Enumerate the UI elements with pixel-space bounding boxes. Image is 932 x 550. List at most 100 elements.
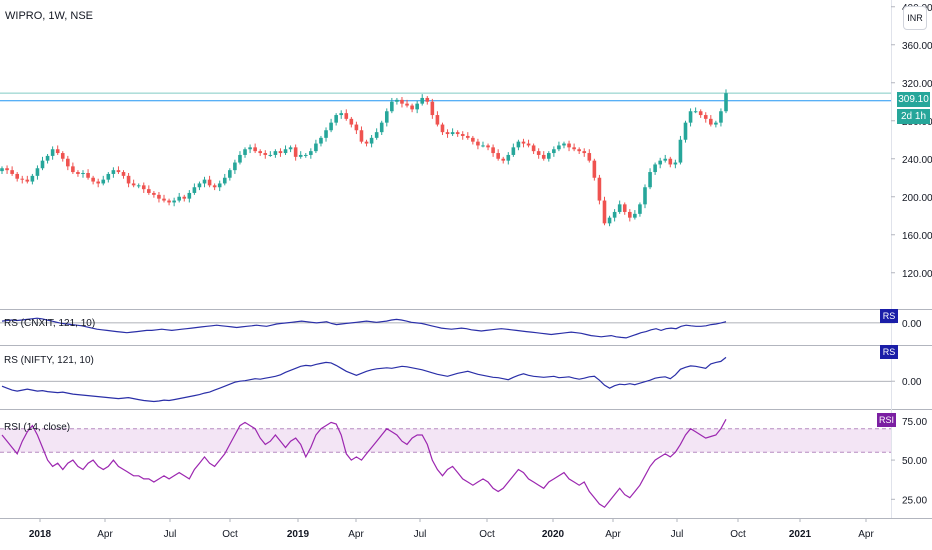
- price-tick-label: 240.00: [902, 155, 932, 166]
- candle-body: [719, 111, 723, 123]
- candle-body: [131, 183, 136, 186]
- candle-body: [329, 122, 333, 131]
- candle-body: [263, 153, 268, 155]
- candle-body: [714, 122, 718, 125]
- candle-body: [167, 200, 171, 203]
- time-tick-label: 2019: [287, 529, 310, 540]
- candle-body: [557, 145, 561, 150]
- candle-body: [217, 183, 222, 188]
- candle-body: [253, 147, 257, 152]
- symbol-title: WIPRO, 1W, NSE: [5, 10, 94, 22]
- candle-body: [506, 154, 511, 161]
- candle-body: [597, 177, 602, 201]
- candle-body: [526, 143, 531, 146]
- candle-body: [45, 155, 50, 161]
- candle-body: [25, 179, 30, 182]
- candle-body: [349, 118, 354, 125]
- candle-body: [293, 147, 298, 157]
- candle-body: [91, 177, 95, 182]
- candle-body: [192, 187, 197, 193]
- rs_cnxit-line: [1, 317, 727, 339]
- time-tick-label: Apr: [858, 529, 874, 540]
- pane-tick-label: 75.00: [902, 417, 927, 428]
- rsi-band: [0, 428, 891, 453]
- candle-body: [501, 158, 506, 161]
- candle-body: [248, 147, 252, 150]
- time-tick-label: Jul: [671, 529, 684, 540]
- candle-body: [101, 179, 106, 184]
- candle-body: [384, 111, 389, 123]
- candle-body: [602, 200, 607, 224]
- candle-body: [233, 162, 237, 171]
- time-tick-label: 2020: [542, 529, 565, 540]
- pane-tick-label: 25.00: [902, 495, 927, 506]
- candle-body: [450, 132, 455, 135]
- candle-body: [96, 181, 100, 184]
- candle-body: [516, 141, 521, 148]
- candle-body: [425, 97, 430, 102]
- price-tick-label: 160.00: [902, 231, 932, 242]
- currency-button[interactable]: INR: [903, 6, 927, 30]
- candle-body: [546, 153, 551, 159]
- candle-body: [486, 145, 490, 148]
- candle-body: [278, 151, 283, 154]
- candle-body: [455, 132, 460, 135]
- candle-body: [354, 124, 359, 131]
- candle-body: [339, 113, 344, 116]
- rsi-badge: RSI: [877, 413, 897, 427]
- candle-body: [638, 204, 642, 214]
- candle-body: [71, 166, 75, 173]
- candle-body: [121, 172, 126, 176]
- candle-body: [309, 151, 313, 155]
- candle-body: [410, 105, 414, 110]
- candle-body: [693, 111, 698, 113]
- candle-body: [521, 141, 526, 144]
- candle-body: [334, 115, 338, 123]
- pane-tick-label: 0.00: [902, 319, 922, 330]
- candle-body: [531, 145, 536, 152]
- time-tick-label: Oct: [730, 529, 746, 540]
- candle-body: [607, 217, 612, 224]
- time-tick-label: Apr: [348, 529, 364, 540]
- candle-body: [582, 151, 587, 154]
- candle-body: [359, 130, 364, 142]
- rs-cnxit-badge: RS: [880, 309, 898, 323]
- candle-body: [66, 158, 70, 167]
- candle-body: [400, 99, 404, 104]
- pane-tick-label: 0.00: [902, 377, 922, 388]
- candle-body: [390, 101, 394, 112]
- candle-body: [126, 175, 131, 184]
- candle-body: [344, 113, 349, 119]
- candle-body: [663, 158, 668, 161]
- pane-tick-label: 50.00: [902, 456, 927, 467]
- time-tick-label: Jul: [164, 529, 177, 540]
- time-tick-label: Oct: [222, 529, 238, 540]
- candle-body: [40, 160, 45, 169]
- candle-body: [405, 103, 409, 106]
- candle-body: [202, 179, 207, 184]
- time-tick-label: 2018: [29, 529, 52, 540]
- candle-body: [273, 151, 278, 155]
- candle-body: [81, 173, 85, 174]
- candle-body: [369, 137, 374, 144]
- rs-nifty-badge: RS: [880, 345, 898, 359]
- candle-body: [445, 132, 450, 135]
- candle-body: [648, 172, 652, 188]
- candle-body: [364, 141, 369, 144]
- candle-body: [471, 137, 475, 142]
- candle-body: [476, 141, 480, 146]
- candle-body: [612, 211, 617, 218]
- candle-body: [658, 160, 662, 165]
- candle-body: [415, 103, 419, 110]
- candle-body: [440, 124, 445, 133]
- candle-body: [197, 183, 202, 188]
- candle-body: [496, 153, 500, 159]
- candle-body: [511, 147, 516, 155]
- candle-body: [20, 178, 25, 180]
- candle-body: [491, 147, 495, 154]
- candle-body: [10, 170, 14, 174]
- candle-body: [577, 149, 581, 152]
- candle-body: [314, 143, 318, 152]
- candle-body: [678, 139, 683, 163]
